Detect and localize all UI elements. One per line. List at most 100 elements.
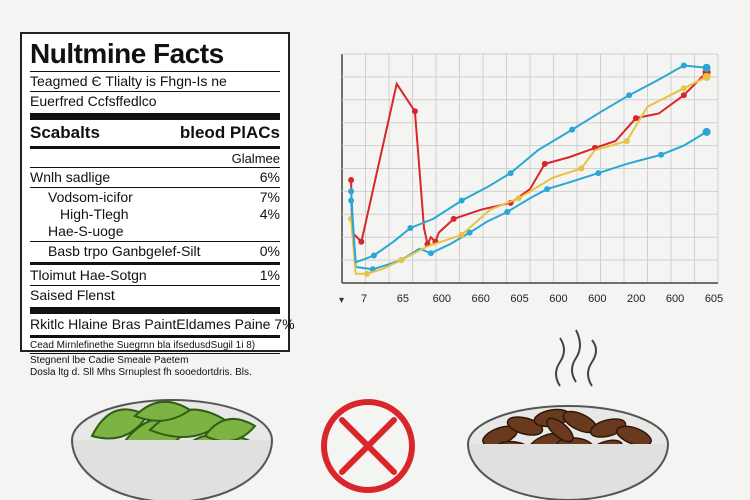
x-tick-label: 660	[471, 293, 489, 305]
data-point	[466, 229, 473, 236]
line-chart: ▾ 7 65 600 660 605 600 600 200 600 605	[339, 53, 723, 306]
nutrient-row: Saised Flenst	[30, 287, 280, 304]
chart-grid	[341, 53, 719, 284]
label-line-1: Teagmed Є Tlialty is Fhgn-Is ne	[30, 73, 227, 89]
nutrient-row: Basb trpo Ganbgelef-Silt 0%	[30, 243, 280, 260]
divider	[30, 91, 280, 92]
divider	[30, 335, 280, 338]
label-line-2: Euerfred Ccfsffedlco	[30, 93, 157, 109]
axis-arrow-icon: ▾	[339, 295, 344, 306]
nutrient-row: Wnlh sadlige 6%	[30, 169, 280, 186]
x-tick-label: 600	[588, 293, 606, 305]
nutrient-row: Rkitlc Hlaine Bras Paint Eldames Paine 7…	[30, 316, 295, 333]
data-point	[680, 92, 687, 99]
steam-icon	[555, 329, 597, 387]
roasted-beans-bowl	[467, 405, 669, 500]
thick-divider	[30, 113, 280, 120]
divider	[30, 285, 280, 286]
series-line-4	[350, 64, 707, 264]
data-point	[427, 250, 434, 257]
data-point	[348, 188, 355, 195]
column-header: Glalmee	[231, 151, 280, 166]
data-point	[348, 176, 355, 183]
divider	[30, 71, 280, 72]
data-point	[544, 186, 551, 193]
x-tick-label: 600	[666, 293, 684, 305]
data-point	[504, 209, 511, 216]
data-point	[450, 215, 457, 222]
x-tick-label: 600	[433, 293, 451, 305]
data-point	[702, 72, 711, 81]
header-right: bleod PlACs	[179, 123, 280, 142]
data-point	[348, 197, 355, 204]
data-point	[370, 252, 377, 259]
series-line-1	[350, 71, 708, 248]
edamame-bowl	[71, 399, 273, 500]
header-left: Scabalts	[30, 123, 100, 142]
data-point	[407, 225, 414, 232]
series-line-2	[350, 131, 708, 271]
nutrient-value: 7%	[259, 189, 280, 205]
data-point	[702, 63, 711, 72]
label-header-row: Scabalts bleod PlACs	[30, 122, 280, 144]
x-tick-label: 600	[549, 293, 567, 305]
series-line-3	[350, 76, 708, 275]
nutrition-facts-label: Nultmine Facts Teagmed Є Tlialty is Fhgn…	[20, 32, 295, 378]
label-title: Nultmine Facts	[30, 38, 224, 69]
footnote: Dosla ltg d. Sll Mhs Srnuplest fh sooedo…	[30, 367, 252, 378]
prohibited-icon	[321, 399, 415, 493]
nutrient-name: Basb trpo Ganbgelef-Silt	[48, 243, 201, 259]
divider	[30, 262, 280, 265]
data-point	[595, 170, 602, 177]
x-tick-label: 605	[705, 293, 723, 305]
data-point	[541, 160, 548, 167]
nutrient-name: High-Tlegh	[60, 206, 129, 222]
x-tick-label: 605	[510, 293, 528, 305]
data-point	[680, 62, 687, 69]
data-point	[515, 195, 522, 202]
nutrient-row: Hae-S-uoge	[30, 223, 280, 240]
data-point	[398, 257, 405, 264]
x-axis-labels: ▾ 7 65 600 660 605 600 600 200 600 605	[339, 293, 723, 306]
nutrient-value: 4%	[259, 206, 280, 222]
divider	[30, 241, 280, 242]
data-point	[626, 92, 633, 99]
data-point	[680, 85, 687, 92]
divider	[30, 353, 280, 354]
food-illustration	[71, 329, 669, 500]
footnote: Cead Mirnlefinethe Suegrnn bla ifsedusdS…	[30, 340, 256, 351]
nutrient-name: Saised Flenst	[30, 287, 115, 303]
data-point	[411, 108, 418, 115]
data-point	[623, 138, 630, 145]
data-point	[364, 270, 371, 277]
nutrient-value: Eldames Paine 7%	[176, 316, 295, 332]
x-tick-label: 7	[361, 293, 367, 305]
thick-divider	[30, 307, 280, 314]
nutrient-value: 0%	[259, 243, 280, 259]
footnote: Stegnenl lbe Cadie Smeale Paetem	[30, 355, 189, 366]
nutrient-value: 6%	[259, 169, 280, 185]
data-point	[578, 165, 585, 172]
nutrient-row: Tloimut Hae-Sotgn 1%	[30, 267, 280, 284]
divider	[30, 167, 280, 168]
x-tick-label: 65	[397, 293, 409, 305]
data-point	[358, 238, 365, 245]
nutrient-name: Wnlh sadlige	[30, 169, 111, 185]
x-tick-label: 200	[627, 293, 645, 305]
data-point	[632, 115, 639, 122]
data-point	[507, 170, 514, 177]
nutrient-value: 1%	[259, 267, 280, 283]
data-point	[458, 197, 465, 204]
nutrient-row: Vodsom-icifor 7%	[30, 189, 280, 206]
data-point	[458, 231, 465, 238]
nutrient-name: Hae-S-uoge	[48, 223, 124, 239]
data-point	[658, 151, 665, 158]
data-point	[702, 127, 711, 136]
nutrient-name: Tloimut Hae-Sotgn	[30, 267, 147, 283]
nutrient-name: Rkitlc Hlaine Bras Paint	[30, 316, 177, 332]
divider	[30, 187, 280, 188]
data-point	[569, 126, 576, 133]
divider	[30, 146, 280, 149]
nutrient-name: Vodsom-icifor	[48, 189, 133, 205]
chart-series	[348, 62, 711, 277]
